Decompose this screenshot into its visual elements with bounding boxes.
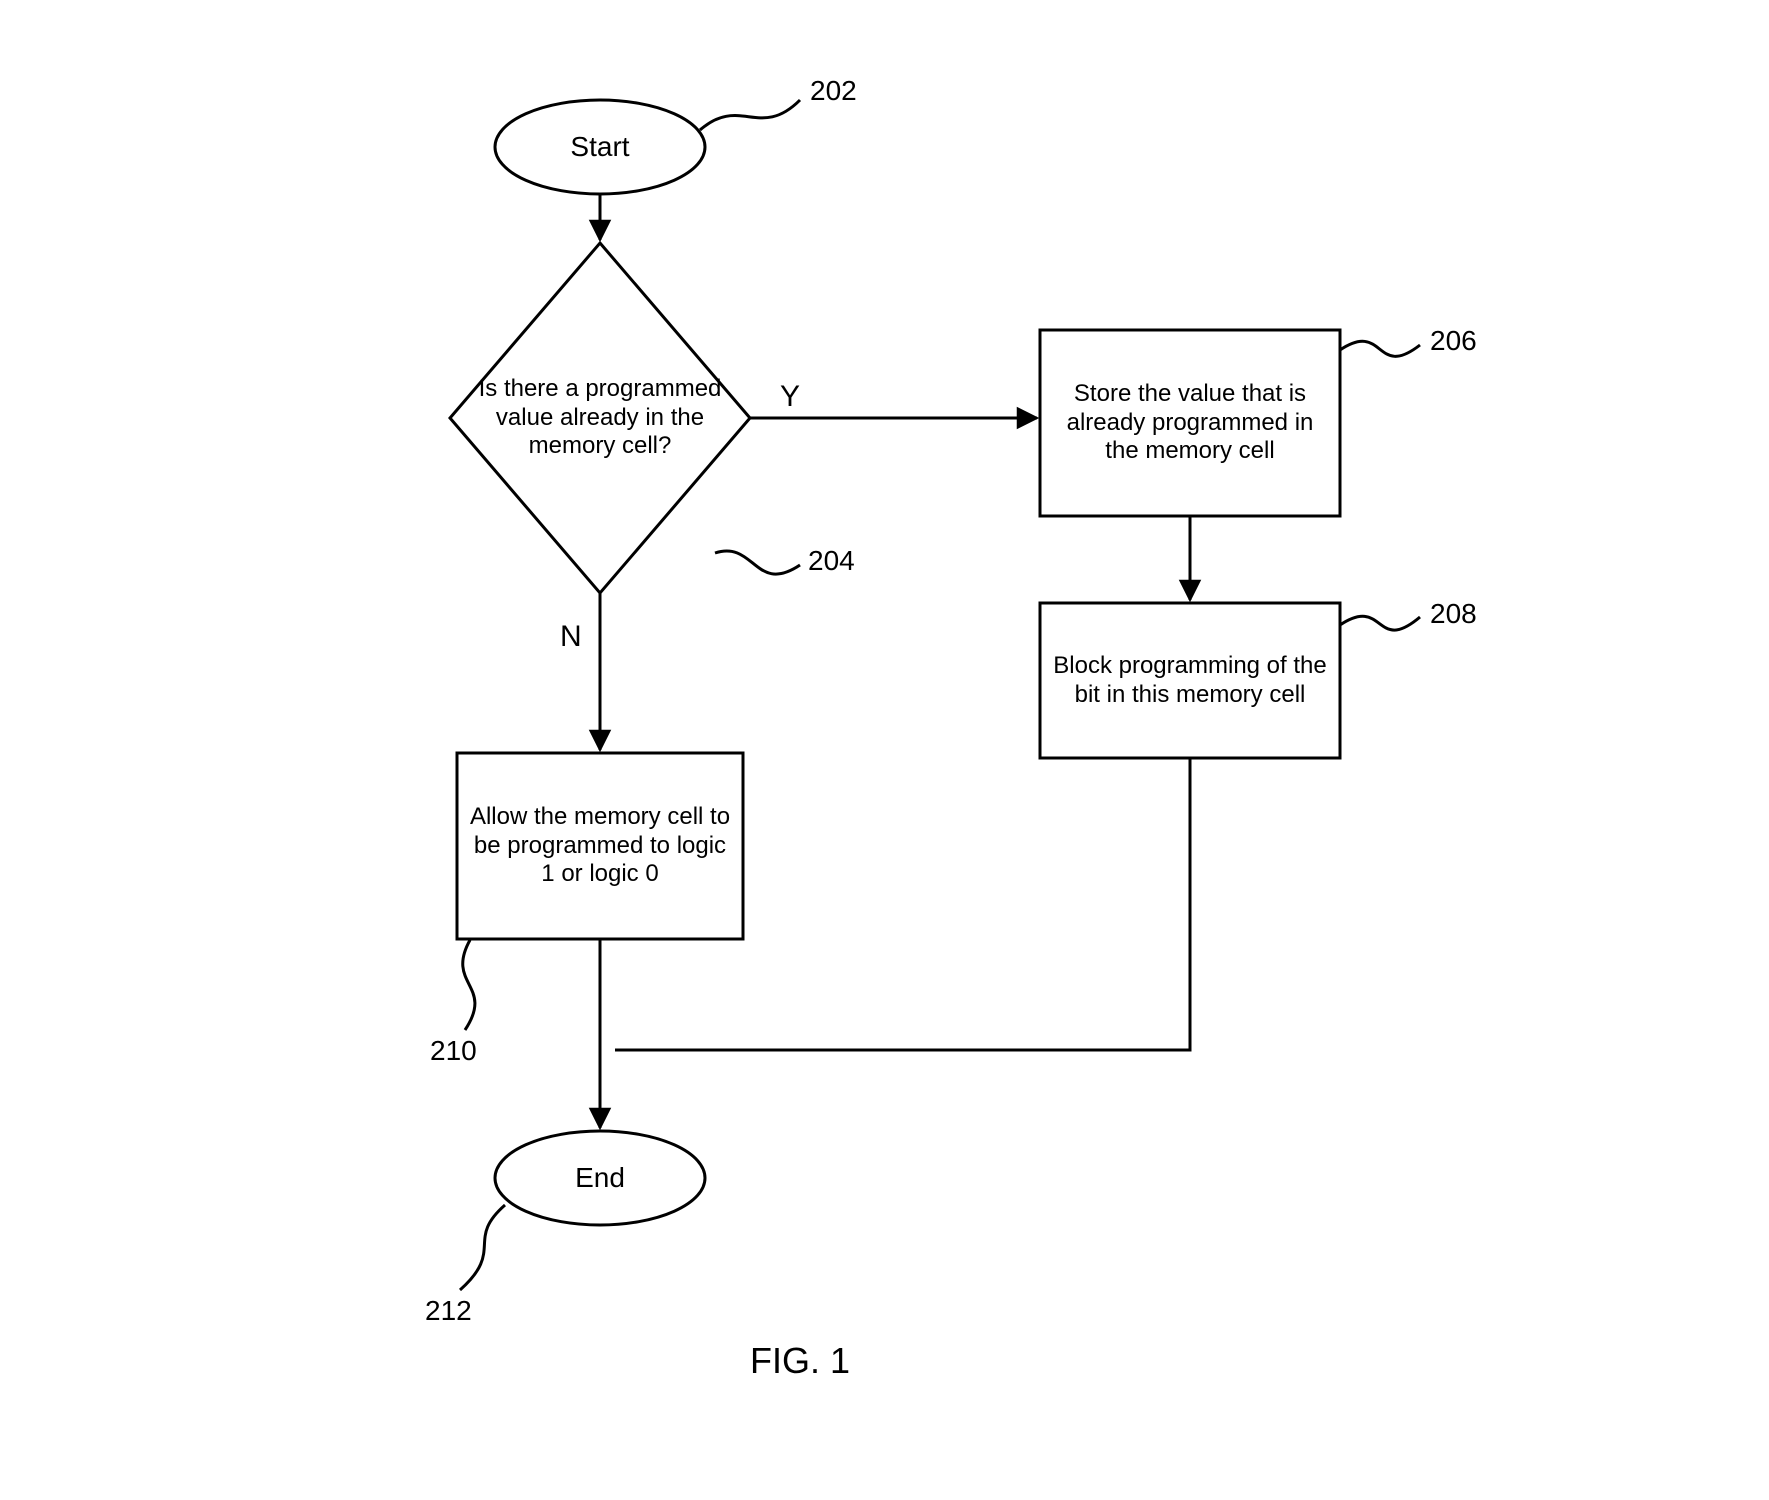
figure-caption: FIG. 1 <box>750 1340 850 1382</box>
ref-squiggle-210 <box>463 940 475 1030</box>
edge-label-n: N <box>560 620 582 654</box>
block-node <box>1040 603 1340 758</box>
decision-node <box>450 243 750 593</box>
start-node <box>495 100 705 194</box>
end-node <box>495 1131 705 1225</box>
edge-block-end <box>615 758 1190 1050</box>
ref-squiggle-212 <box>460 1205 505 1290</box>
store-node <box>1040 330 1340 516</box>
ref-squiggle-204 <box>715 551 800 574</box>
ref-208: 208 <box>1430 598 1477 630</box>
ref-squiggle-206 <box>1340 341 1420 356</box>
ref-squiggle-208 <box>1340 616 1420 630</box>
ref-206: 206 <box>1430 325 1477 357</box>
ref-204: 204 <box>808 545 855 577</box>
ref-squiggle-202 <box>700 100 800 130</box>
ref-210: 210 <box>430 1035 477 1067</box>
edge-label-y: Y <box>780 380 800 414</box>
flowchart-canvas: Start Is there a programmed value alread… <box>0 0 1769 1500</box>
ref-212: 212 <box>425 1295 472 1327</box>
allow-node <box>457 753 743 939</box>
ref-202: 202 <box>810 75 857 107</box>
flowchart-svg <box>0 0 1769 1500</box>
